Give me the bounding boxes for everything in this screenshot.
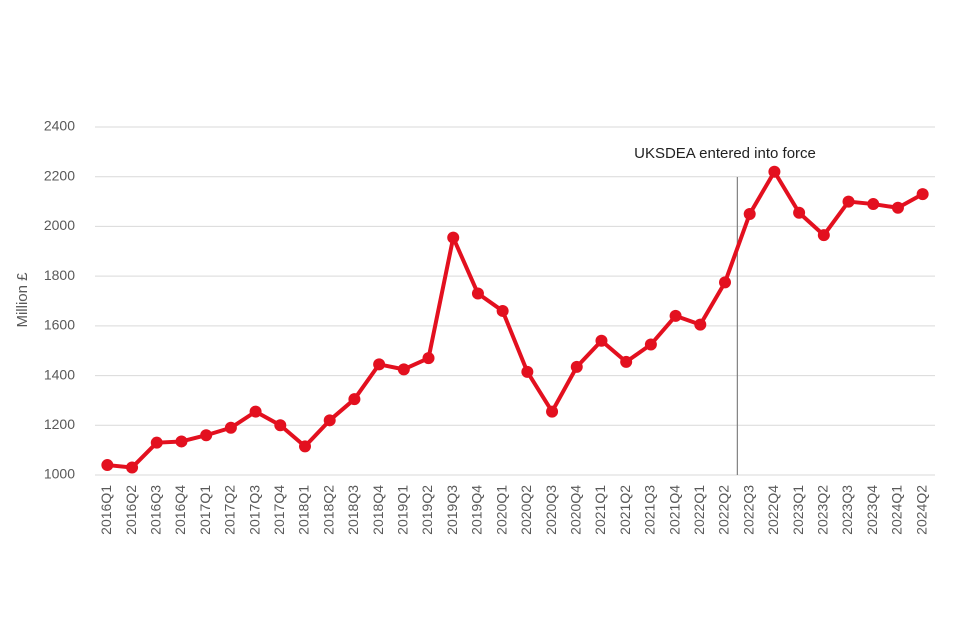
x-tick-label: 2017Q3: [246, 485, 262, 535]
x-tick-label: 2023Q2: [815, 485, 831, 535]
x-tick-label: 2022Q2: [716, 485, 732, 535]
x-tick-label: 2019Q2: [419, 485, 435, 535]
x-tick-label: 2023Q3: [839, 485, 855, 535]
x-tick-label: 2020Q4: [567, 485, 583, 535]
x-tick-label: 2024Q2: [913, 485, 929, 535]
data-point: [595, 334, 608, 347]
x-tick-label: 2019Q3: [444, 485, 460, 535]
data-point: [743, 208, 756, 220]
x-tick-label: 2016Q1: [98, 485, 114, 535]
data-point: [397, 363, 410, 376]
series: [101, 165, 929, 474]
data-point: [348, 393, 361, 406]
data-point: [249, 405, 262, 418]
data-point: [842, 195, 855, 208]
x-tick-label: 2019Q4: [469, 485, 485, 535]
data-point: [521, 365, 534, 378]
y-tick-label: 1600: [44, 317, 75, 333]
data-point: [891, 201, 904, 214]
x-tick-label: 2022Q3: [740, 485, 756, 535]
y-tick-label: 2200: [44, 167, 75, 183]
data-point: [768, 165, 781, 178]
data-point: [546, 405, 559, 418]
data-point: [126, 461, 139, 474]
data-point: [496, 304, 509, 317]
x-tick-label: 2018Q3: [345, 485, 361, 535]
x-tick-label: 2022Q4: [765, 485, 781, 535]
data-point: [620, 355, 633, 368]
y-tick-label: 2000: [44, 217, 75, 233]
data-point: [719, 276, 731, 289]
data-point: [793, 206, 806, 219]
data-point: [373, 358, 386, 371]
x-tick-label: 2016Q2: [123, 485, 139, 535]
data-point: [570, 360, 583, 373]
data-point: [224, 421, 237, 434]
x-tick-label: 2021Q1: [592, 485, 608, 535]
y-tick-label: 1200: [44, 416, 75, 432]
data-point: [817, 229, 830, 242]
data-point: [299, 440, 311, 453]
data-point: [867, 198, 880, 211]
x-tick-label: 2024Q1: [889, 485, 905, 535]
x-tick-label: 2018Q1: [296, 485, 312, 535]
x-tick-label: 2016Q4: [172, 485, 188, 535]
x-tick-label: 2017Q4: [271, 485, 287, 535]
data-point: [916, 188, 929, 201]
data-point: [669, 309, 682, 322]
y-axis-label: Million £: [14, 272, 31, 328]
x-tick-label: 2018Q2: [320, 485, 336, 535]
x-axis-ticks: 2016Q1 2016Q2 2016Q3 2016Q4 2017Q1 2017Q2 2017…: [98, 485, 929, 535]
data-point: [694, 318, 707, 331]
annotation: UKSDEA entered into force: [634, 145, 816, 475]
data-point: [200, 429, 213, 442]
x-tick-label: 2023Q1: [790, 485, 806, 535]
data-point: [471, 287, 484, 300]
data-point: [422, 352, 435, 365]
x-tick-label: 2020Q3: [543, 485, 559, 535]
data-point: [150, 436, 163, 449]
x-tick-label: 2017Q2: [222, 485, 238, 535]
x-tick-label: 2020Q1: [493, 485, 509, 535]
x-tick-label: 2021Q4: [666, 485, 682, 535]
x-tick-label: 2023Q4: [864, 485, 880, 535]
data-point: [274, 419, 287, 432]
data-point: [644, 338, 657, 351]
y-axis-ticks: 1000 1200 1400 1600 1800 2000 2200 2400: [44, 118, 75, 482]
series-line: [105, 169, 925, 470]
x-tick-label: 2019Q1: [395, 485, 411, 535]
x-tick-label: 2022Q1: [691, 485, 707, 535]
x-tick-label: 2021Q3: [642, 485, 658, 535]
y-tick-label: 1000: [44, 466, 75, 482]
x-tick-label: 2016Q3: [147, 485, 163, 535]
y-tick-label: 2400: [44, 118, 75, 134]
x-tick-label: 2020Q2: [518, 485, 534, 535]
y-tick-label: 1800: [44, 267, 75, 283]
x-tick-label: 2021Q2: [617, 485, 633, 535]
x-tick-label: 2017Q1: [197, 485, 213, 535]
x-tick-label: 2018Q4: [370, 485, 386, 535]
data-point: [447, 231, 460, 244]
y-tick-label: 1400: [44, 366, 75, 382]
gridlines: [95, 126, 935, 476]
data-point: [175, 435, 188, 448]
annotation-text: UKSDEA entered into force: [634, 145, 816, 162]
data-point: [101, 459, 114, 472]
data-point: [323, 414, 336, 427]
